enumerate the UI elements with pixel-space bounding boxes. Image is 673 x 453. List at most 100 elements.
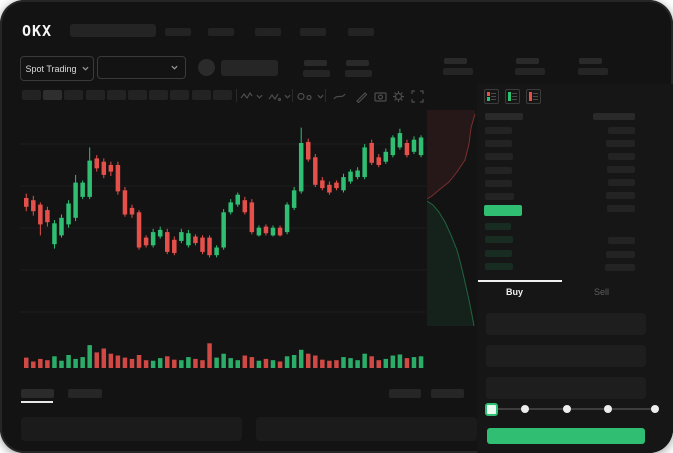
orders-panel-placeholder	[256, 417, 477, 441]
stat-value-placeholder	[303, 70, 330, 77]
settings-gear-icon[interactable]	[392, 90, 405, 103]
stat-label-placeholder	[346, 60, 369, 66]
nav-item-placeholder[interactable]	[300, 28, 326, 36]
orderbook-bid-row[interactable]	[485, 249, 512, 257]
orderbook-ask-row[interactable]	[485, 127, 512, 134]
fullscreen-icon[interactable]	[411, 90, 424, 103]
bottom-action-placeholder[interactable]	[431, 389, 464, 398]
orderbook-amount-row[interactable]	[608, 153, 635, 160]
buy-tab-indicator	[478, 280, 562, 282]
slider-stop[interactable]	[521, 405, 529, 413]
amount-slider-track[interactable]	[491, 408, 655, 410]
slider-handle-active[interactable]	[485, 403, 498, 416]
mini-line	[533, 99, 538, 100]
camera-icon[interactable]	[374, 90, 387, 103]
toolbar-divider	[236, 89, 237, 102]
orderbook-amount-row[interactable]	[607, 205, 635, 212]
last-price-highlight[interactable]	[484, 205, 522, 216]
stat-value-placeholder	[578, 68, 608, 75]
stat-label-placeholder	[444, 58, 467, 64]
nav-item-placeholder[interactable]	[348, 28, 374, 36]
timeframe-slot[interactable]	[22, 90, 41, 100]
pair-name-placeholder	[221, 60, 278, 76]
chart-style-icon[interactable]	[240, 90, 253, 103]
mini-side-bar	[508, 92, 511, 101]
orderbook-bid-row[interactable]	[485, 236, 513, 244]
brush-icon[interactable]	[355, 90, 368, 103]
chevron-down-icon[interactable]	[284, 93, 291, 100]
chevron-down-icon	[171, 65, 178, 70]
nav-item-placeholder[interactable]	[255, 28, 281, 36]
buy-button[interactable]	[487, 428, 645, 444]
bottom-tab-history[interactable]	[68, 389, 102, 398]
orderbook-amount-row[interactable]	[607, 166, 635, 173]
indicators-icon[interactable]	[297, 90, 315, 103]
timeframe-slot[interactable]	[64, 90, 84, 100]
mini-line	[512, 93, 517, 94]
candlestick-chart[interactable]	[20, 108, 426, 332]
orderbook-ask-row[interactable]	[485, 153, 513, 161]
orders-panel-placeholder	[21, 417, 242, 441]
book-green-only-icon[interactable]	[505, 89, 520, 104]
tab-sell[interactable]: Sell	[594, 287, 610, 297]
orderbook-amount-row[interactable]	[606, 250, 635, 258]
chevron-down-icon[interactable]	[317, 93, 324, 100]
mini-line	[533, 96, 538, 97]
overlay-style-icon[interactable]	[268, 90, 281, 103]
orderbook-amount-row[interactable]	[608, 237, 635, 244]
orderbook-amount-row[interactable]	[605, 264, 635, 272]
mini-line	[512, 96, 517, 97]
bottom-tab-orders[interactable]	[21, 389, 54, 398]
stat-value-placeholder	[443, 68, 473, 75]
bottom-tab-indicator	[21, 401, 53, 403]
orderbook-amount-row[interactable]	[608, 179, 635, 186]
total-input[interactable]	[486, 377, 646, 399]
depth-overlay-chart	[427, 110, 478, 326]
coin-avatar[interactable]	[198, 59, 215, 76]
price-input[interactable]	[486, 313, 646, 335]
slider-stop[interactable]	[651, 405, 659, 413]
slider-stop[interactable]	[563, 405, 571, 413]
chevron-down-icon[interactable]	[256, 93, 263, 100]
trendline-icon[interactable]	[333, 90, 346, 103]
orderbook-amount-row[interactable]	[606, 192, 635, 199]
orderbook-ask-row[interactable]	[485, 140, 512, 148]
stat-label-placeholder	[516, 58, 539, 64]
mini-line	[512, 99, 517, 100]
tab-buy[interactable]: Buy	[506, 287, 524, 297]
book-red-only-icon[interactable]	[526, 89, 541, 104]
timeframe-slot[interactable]	[128, 90, 147, 100]
amount-input[interactable]	[486, 345, 646, 367]
timeframe-slot[interactable]	[43, 90, 63, 100]
stat-label-placeholder	[579, 58, 602, 64]
mini-line	[491, 93, 496, 94]
orderbook-ask-row[interactable]	[485, 179, 512, 187]
timeframe-slot[interactable]	[149, 90, 169, 100]
mini-line	[533, 93, 538, 94]
book-red-green-icon[interactable]	[484, 89, 499, 104]
orderbook-price-header-placeholder	[485, 113, 523, 120]
orderbook-bid-row[interactable]	[485, 223, 511, 230]
timeframe-slot[interactable]	[212, 90, 232, 100]
mini-line	[491, 99, 496, 100]
orderbook-amount-row[interactable]	[608, 127, 635, 134]
bottom-action-placeholder[interactable]	[389, 389, 421, 398]
slider-stop[interactable]	[604, 405, 612, 413]
timeframe-slot[interactable]	[85, 90, 105, 100]
nav-item-placeholder[interactable]	[165, 28, 191, 36]
pair-dropdown[interactable]	[97, 56, 186, 79]
nav-item-placeholder[interactable]	[208, 28, 234, 36]
timeframe-slot[interactable]	[191, 90, 211, 100]
timeframe-slot[interactable]	[170, 90, 190, 100]
header-search-placeholder[interactable]	[70, 24, 156, 37]
toolbar-divider	[325, 89, 326, 102]
orderbook-ask-row[interactable]	[485, 193, 514, 200]
market-type-button[interactable]: Spot Trading	[20, 56, 94, 81]
orderbook-bid-row[interactable]	[485, 263, 513, 271]
mini-ask-bar	[487, 92, 490, 96]
chevron-down-icon	[81, 66, 89, 71]
timeframe-slot[interactable]	[106, 90, 126, 100]
orderbook-amount-row[interactable]	[606, 140, 635, 147]
stat-value-placeholder	[515, 68, 545, 75]
orderbook-ask-row[interactable]	[485, 166, 512, 174]
